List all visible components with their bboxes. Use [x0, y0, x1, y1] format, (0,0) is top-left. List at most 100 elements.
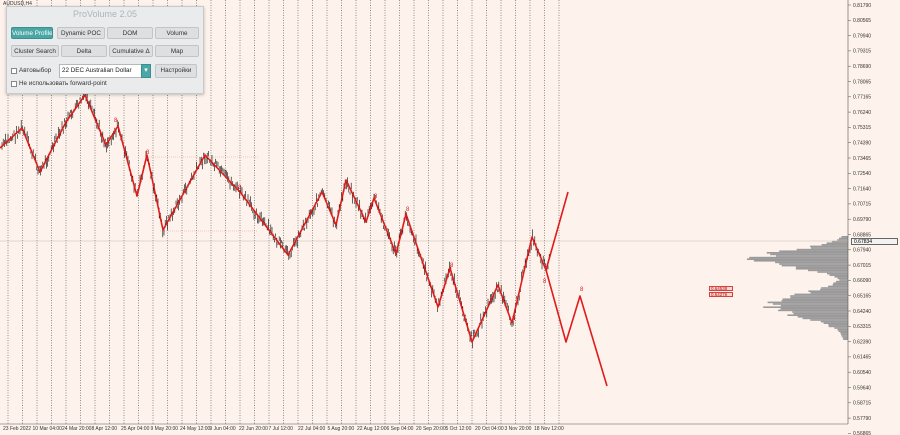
price-candles: [1, 85, 550, 349]
wave-zigzag: [0, 94, 569, 343]
profile-bar: [766, 252, 848, 254]
profile-bar: [841, 335, 848, 337]
price-tick-label: 0.77165: [853, 95, 871, 101]
auto-select-checkbox[interactable]: [11, 68, 17, 74]
profile-bar: [826, 242, 848, 244]
profile-bar: [749, 256, 848, 259]
profile-bar: [763, 306, 848, 308]
wave-labels: 8 8 8 8 8 8 8 8 8: [114, 118, 584, 322]
price-tick-label: 0.72540: [853, 171, 871, 177]
profile-bar: [810, 292, 848, 294]
symbol-label: AUDUSD,H4: [3, 1, 32, 7]
time-tick-label: 25 Apr 04:00: [121, 426, 150, 432]
profile-bar: [821, 287, 848, 289]
price-tick-label: 0.75315: [853, 125, 871, 131]
profile-bar: [793, 312, 848, 315]
profile-bar: [787, 314, 848, 316]
time-tick-label: 20 Oct 04:00: [475, 426, 504, 432]
profile-bar: [795, 268, 848, 270]
profile-bar: [810, 245, 848, 248]
profile-bar: [782, 298, 848, 300]
profile-bar: [790, 296, 848, 299]
profile-bar: [797, 316, 848, 318]
profile-bar: [843, 338, 848, 340]
instrument-select[interactable]: 22 DEC Australian Dollar: [59, 64, 151, 78]
profile-bar: [776, 255, 848, 257]
time-tick-label: 20 Sep 20:00: [416, 426, 446, 432]
map-button[interactable]: Map: [155, 45, 199, 57]
price-tick-label: 0.60540: [853, 370, 871, 376]
price-tick-label: 0.78690: [853, 64, 871, 70]
profile-bar: [840, 332, 848, 334]
time-tick-label: 3 Nov 20:00: [505, 426, 532, 432]
profile-bar: [831, 240, 848, 243]
time-tick-label: 22 Jun 20:00: [239, 426, 268, 432]
profile-bar: [828, 324, 848, 326]
price-tick-label: 0.69790: [853, 217, 871, 223]
price-tick-label: 0.56865: [853, 431, 871, 435]
chevron-down-icon[interactable]: ▾: [141, 64, 151, 78]
profile-bar: [779, 250, 848, 252]
time-tick-label: 9 Jun 04:00: [210, 426, 236, 432]
profile-bar: [795, 266, 848, 268]
profile-bar: [775, 261, 848, 264]
profile-bar: [820, 320, 848, 323]
forward-point-checkbox[interactable]: [11, 81, 17, 87]
price-tick-label: 0.78065: [853, 79, 871, 85]
current-price-tag: 0.67834: [851, 238, 898, 245]
volume-profile-button[interactable]: Volume Profile: [11, 27, 53, 39]
profile-bar: [828, 285, 848, 288]
volume-button[interactable]: Volume: [155, 27, 199, 39]
price-tick-label: 0.74390: [853, 141, 871, 147]
delta-button[interactable]: Delta: [61, 45, 107, 57]
forward-point-label: Не использовать forward-point: [19, 80, 107, 87]
dom-button[interactable]: DOM: [107, 27, 153, 39]
wave-label: 8: [114, 118, 118, 124]
cluster-search-button[interactable]: Cluster Search: [11, 45, 59, 57]
profile-bar: [753, 260, 848, 262]
profile-bar: [823, 322, 848, 324]
wave-label: 8: [374, 194, 378, 200]
profile-bar: [829, 274, 848, 276]
price-tick-label: 0.79940: [853, 33, 871, 39]
profile-bar: [841, 236, 848, 238]
profile-bar: [781, 300, 848, 302]
price-tick-label: 0.57790: [853, 416, 871, 422]
profile-bar: [834, 327, 848, 329]
time-tick-label: 23 Feb 2022: [3, 426, 31, 432]
profile-bar: [838, 330, 848, 332]
profile-bar: [828, 325, 848, 328]
price-tick-label: 0.70715: [853, 202, 871, 208]
profile-bar: [837, 328, 848, 331]
panel-title: ProVolume 2.05: [72, 9, 138, 19]
price-tick-label: 0.80565: [853, 18, 871, 24]
price-tick-label: 0.73465: [853, 156, 871, 162]
settings-button[interactable]: Настройки: [155, 64, 197, 78]
profile-bar: [779, 263, 848, 265]
profile-bar: [770, 253, 848, 256]
price-tick-label: 0.62390: [853, 339, 871, 345]
profile-bar: [781, 264, 848, 267]
price-tick-label: 0.71640: [853, 186, 871, 192]
dynamic-poc-button[interactable]: Dynamic POC: [57, 27, 105, 39]
wave-label: 8: [238, 185, 242, 191]
profile-bar: [746, 258, 848, 260]
price-axis: 0.81790 0.80565 0.79940 0.79315 0.78690 0.780…: [848, 3, 871, 435]
price-tick-label: 0.67015: [853, 263, 871, 269]
time-tick-label: 8 Apr 12:00: [92, 426, 118, 432]
time-tick-label: 10 Mar 04:00: [33, 426, 63, 432]
vertical-grid: [7, 0, 560, 424]
price-tick-label: 0.68865: [853, 232, 871, 238]
price-tick-label: 0.66090: [853, 278, 871, 284]
profile-bar: [821, 244, 848, 246]
wave-label: 8: [450, 263, 454, 269]
profile-bar: [794, 293, 848, 296]
wave-label: 8: [406, 207, 410, 213]
profile-bar: [827, 272, 848, 275]
cumulative-delta-button[interactable]: Cumulative Δ: [109, 45, 153, 57]
profile-bar: [839, 279, 848, 281]
profile-bar: [808, 290, 848, 292]
time-axis: 23 Feb 2022 10 Mar 04:00 24 Mar 20:00 8 Apr…: [3, 426, 564, 432]
profile-bar: [796, 248, 848, 251]
